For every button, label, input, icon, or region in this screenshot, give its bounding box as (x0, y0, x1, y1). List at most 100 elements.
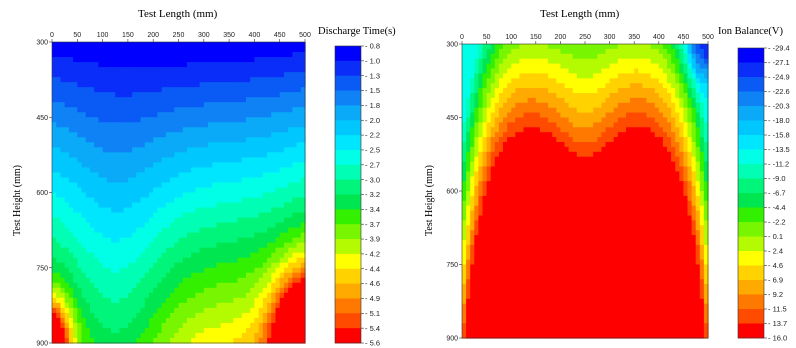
heatmap-cell (170, 212, 175, 219)
heatmap-cell (539, 146, 545, 153)
heatmap-cell (544, 142, 549, 148)
heatmap-cell (52, 137, 57, 143)
heatmap-cell (73, 257, 78, 264)
heatmap-cell (148, 82, 154, 88)
x-tick-label: 450 (274, 32, 286, 39)
heatmap-cell (699, 107, 705, 114)
heatmap-cell (634, 63, 639, 70)
heatmap-cell (229, 322, 234, 329)
heatmap-cell (564, 112, 570, 119)
heatmap-cell (695, 53, 701, 60)
heatmap-cell (494, 83, 500, 89)
heatmap-cell (81, 322, 87, 329)
heatmap-cell (671, 122, 676, 128)
heatmap-cell (650, 68, 656, 74)
heatmap-cell (687, 97, 693, 104)
heatmap-cell (288, 57, 293, 63)
heatmap-cell (102, 167, 108, 174)
heatmap-cell (593, 112, 598, 119)
heatmap-cell (52, 122, 57, 128)
heatmap-cell (250, 212, 255, 219)
heatmap-cell (250, 227, 255, 234)
heatmap-cell (568, 117, 574, 123)
heatmap-cell (144, 137, 150, 143)
heatmap-cell (224, 287, 230, 294)
heatmap-cell (271, 287, 277, 294)
heatmap-cell (699, 78, 705, 84)
heatmap-cell (144, 327, 150, 334)
x-tick-label: 250 (173, 32, 185, 39)
heatmap-cell (478, 93, 484, 99)
heatmap-cell (140, 212, 146, 219)
heatmap-cell (115, 232, 121, 239)
heatmap-cell (482, 117, 488, 123)
heatmap-cell (478, 97, 484, 104)
heatmap-cell (503, 48, 508, 55)
heatmap-cell (132, 177, 137, 184)
heatmap-cell (111, 252, 116, 259)
heatmap-cell (466, 112, 471, 119)
heatmap-cell (60, 127, 66, 133)
heatmap-cell (170, 337, 175, 344)
heatmap-cell (556, 58, 561, 65)
heatmap-cell (182, 322, 188, 329)
heatmap-cell (199, 207, 205, 214)
heatmap-cell (224, 247, 230, 254)
heatmap-cell (478, 122, 484, 128)
heatmap-cell (102, 162, 108, 169)
heatmap-cell (52, 192, 57, 199)
heatmap-cell (279, 42, 285, 48)
heatmap-cell (267, 207, 272, 214)
heatmap-cell (73, 247, 78, 254)
heatmap-cell (267, 127, 272, 133)
heatmap-cell (229, 262, 234, 269)
heatmap-cell (245, 172, 251, 179)
heatmap-cell (224, 57, 230, 63)
heatmap-cell (127, 217, 133, 224)
heatmap-cell (229, 167, 234, 174)
heatmap-cell (552, 97, 557, 104)
heatmap-cell (85, 322, 91, 329)
heatmap-cell (241, 182, 247, 189)
heatmap-cell (132, 102, 137, 108)
heatmap-cell (111, 77, 116, 83)
heatmap-cell (258, 137, 264, 143)
heatmap-cell (548, 58, 553, 65)
heatmap-cell (85, 337, 91, 344)
heatmap-cell (157, 132, 163, 138)
heatmap-cell (275, 117, 281, 123)
heatmap-cell (498, 44, 504, 50)
heatmap-cell (140, 317, 146, 324)
heatmap-cell (178, 92, 184, 98)
heatmap-cell (241, 217, 247, 224)
heatmap-cell (199, 107, 205, 113)
heatmap-cell (216, 62, 222, 68)
heatmap-cell (292, 127, 298, 133)
heatmap-cell (220, 57, 226, 63)
heatmap-cell (136, 267, 142, 274)
heatmap-cell (699, 112, 705, 119)
heatmap-cell (77, 337, 83, 344)
heatmap-cell (621, 83, 627, 89)
heatmap-cell (683, 48, 689, 55)
heatmap-cell (267, 267, 272, 274)
heatmap-cell (212, 207, 218, 214)
heatmap-cell (85, 142, 91, 148)
heatmap-cell (157, 312, 163, 319)
heatmap-cell (258, 132, 264, 138)
heatmap-cell (486, 63, 492, 70)
heatmap-cell (94, 242, 99, 249)
heatmap-cell (292, 132, 298, 138)
heatmap-cell (650, 102, 656, 109)
heatmap-cell (300, 112, 306, 118)
heatmap-cell (203, 47, 209, 53)
heatmap-cell (258, 52, 264, 58)
heatmap-cell (283, 332, 289, 339)
heatmap-cell (703, 97, 709, 104)
x-tick-label: 300 (198, 32, 210, 39)
heatmap-cell (106, 312, 112, 319)
heatmap-cell (511, 102, 516, 109)
heatmap-cell (123, 252, 129, 259)
heatmap-cell (250, 192, 255, 199)
heatmap-cell (195, 282, 201, 289)
